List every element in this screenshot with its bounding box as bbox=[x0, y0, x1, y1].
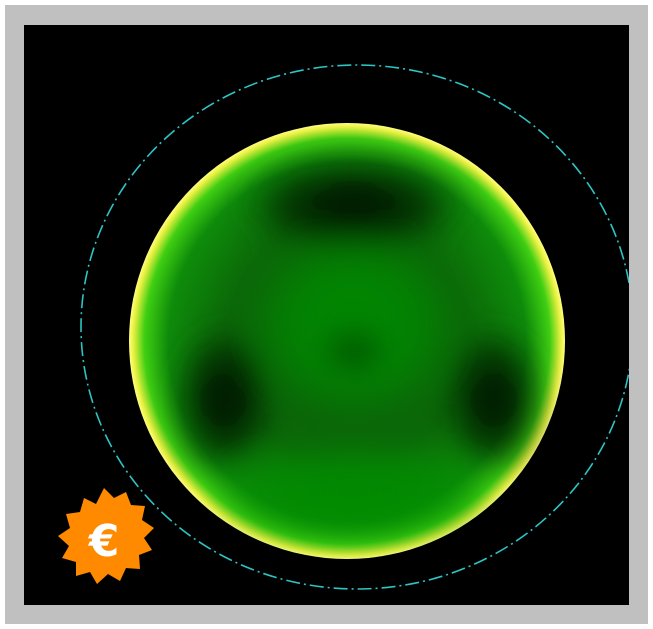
guide-circle bbox=[80, 64, 629, 590]
gear-logo-icon: € bbox=[58, 488, 154, 584]
map-shading bbox=[169, 150, 549, 550]
map-viewport[interactable]: € bbox=[24, 25, 629, 605]
logo-glyph: € bbox=[88, 516, 120, 567]
map-canvas bbox=[80, 64, 629, 590]
logo-badge[interactable]: € bbox=[44, 480, 164, 600]
